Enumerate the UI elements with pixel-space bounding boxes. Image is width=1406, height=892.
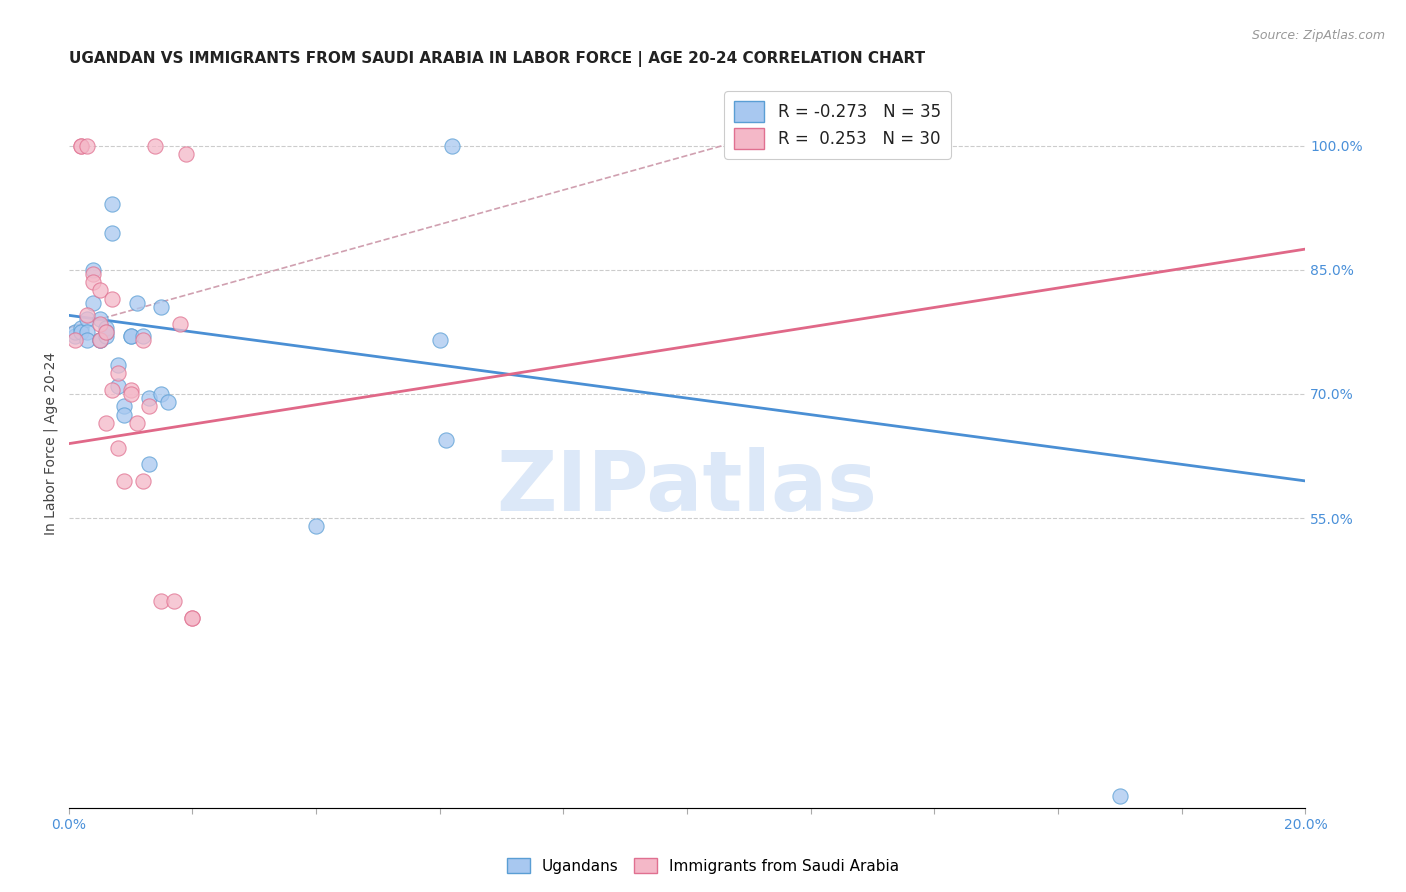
Text: ZIPatlas: ZIPatlas xyxy=(496,447,877,528)
Point xyxy=(150,387,173,401)
Point xyxy=(94,329,117,343)
Point xyxy=(89,333,111,347)
Point xyxy=(120,387,142,401)
Point xyxy=(112,400,135,414)
Point xyxy=(150,300,173,314)
Point xyxy=(70,138,93,153)
Point xyxy=(132,474,155,488)
Point xyxy=(107,441,129,455)
Point xyxy=(1109,789,1132,803)
Point xyxy=(76,312,98,326)
Point xyxy=(112,408,135,422)
Point xyxy=(150,594,173,608)
Text: Source: ZipAtlas.com: Source: ZipAtlas.com xyxy=(1251,29,1385,42)
Point xyxy=(63,325,86,339)
Point xyxy=(101,226,124,240)
Point xyxy=(63,333,86,347)
Point xyxy=(138,391,160,405)
Point xyxy=(89,317,111,331)
Point xyxy=(112,474,135,488)
Point xyxy=(138,400,160,414)
Point xyxy=(163,594,186,608)
Point xyxy=(76,309,98,323)
Point xyxy=(94,320,117,334)
Point xyxy=(89,312,111,326)
Legend: Ugandans, Immigrants from Saudi Arabia: Ugandans, Immigrants from Saudi Arabia xyxy=(501,852,905,880)
Point xyxy=(305,519,328,533)
Point xyxy=(181,610,204,624)
Point xyxy=(82,296,104,310)
Legend: R = -0.273   N = 35, R =  0.253   N = 30: R = -0.273 N = 35, R = 0.253 N = 30 xyxy=(724,91,950,159)
Point xyxy=(101,196,124,211)
Text: UGANDAN VS IMMIGRANTS FROM SAUDI ARABIA IN LABOR FORCE | AGE 20-24 CORRELATION C: UGANDAN VS IMMIGRANTS FROM SAUDI ARABIA … xyxy=(69,51,925,67)
Point xyxy=(89,333,111,347)
Point xyxy=(107,378,129,392)
Point xyxy=(132,333,155,347)
Point xyxy=(101,383,124,397)
Point xyxy=(120,383,142,397)
Point xyxy=(94,416,117,430)
Point xyxy=(70,325,93,339)
Point xyxy=(82,267,104,281)
Point xyxy=(156,395,179,409)
Point xyxy=(132,329,155,343)
Point xyxy=(174,146,197,161)
Point xyxy=(441,138,464,153)
Point xyxy=(94,325,117,339)
Point xyxy=(429,333,451,347)
Point xyxy=(70,320,93,334)
Point xyxy=(63,329,86,343)
Point xyxy=(120,329,142,343)
Point xyxy=(107,366,129,380)
Point xyxy=(138,458,160,472)
Point xyxy=(101,292,124,306)
Point xyxy=(82,262,104,277)
Point xyxy=(169,317,191,331)
Point xyxy=(76,333,98,347)
Y-axis label: In Labor Force | Age 20-24: In Labor Force | Age 20-24 xyxy=(44,352,58,535)
Point xyxy=(434,433,457,447)
Point xyxy=(181,610,204,624)
Point xyxy=(125,296,148,310)
Point xyxy=(143,138,166,153)
Point xyxy=(107,358,129,372)
Point xyxy=(125,416,148,430)
Point xyxy=(70,138,93,153)
Point xyxy=(89,284,111,298)
Point xyxy=(89,333,111,347)
Point xyxy=(120,329,142,343)
Point xyxy=(94,325,117,339)
Point xyxy=(76,325,98,339)
Point xyxy=(76,138,98,153)
Point xyxy=(82,275,104,289)
